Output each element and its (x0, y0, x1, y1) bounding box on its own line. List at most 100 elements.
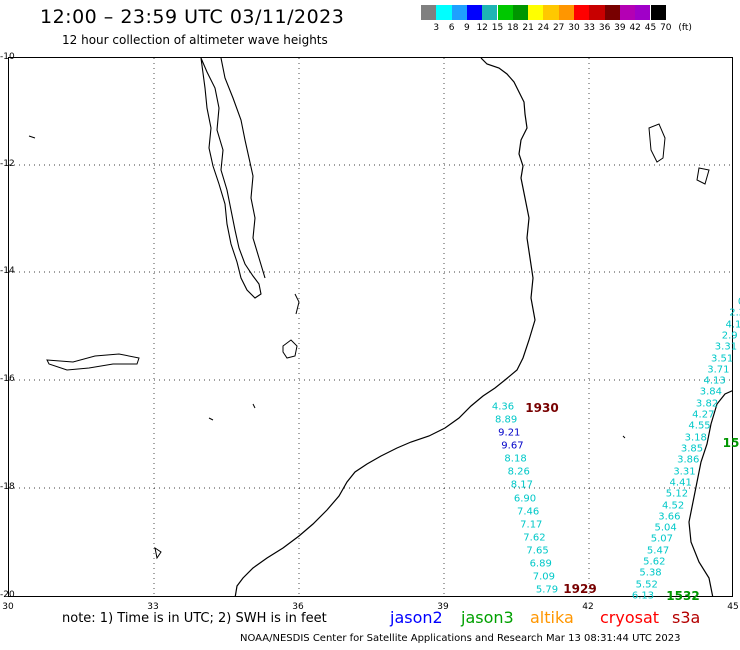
legend-swatch (528, 5, 544, 20)
lon-tick-label: 36 (292, 602, 304, 612)
swh-value: 4.55 (688, 420, 711, 432)
legend-swatch (451, 5, 467, 20)
swh-value: 3.31 (714, 341, 738, 353)
satellite-name: s3a (672, 608, 701, 627)
legend-swatch (604, 5, 620, 20)
swh-value: 5.62 (643, 556, 666, 568)
legend-swatch (635, 5, 651, 20)
swh-value: 3.31 (673, 466, 696, 478)
legend-swatch (558, 5, 574, 20)
satellite-name: cryosat (600, 608, 660, 627)
swh-value: 6.90 (513, 493, 537, 504)
swh-value: 3.84 (699, 386, 722, 398)
legend-label: 45 (644, 23, 657, 33)
lon-tick-label: 39 (437, 602, 449, 612)
swh-value: 3.18 (684, 432, 707, 444)
swh-value: 4.52 (662, 500, 685, 512)
swh-value: 4.36 (491, 401, 515, 413)
islet-2 (208, 417, 214, 421)
swh-value: 2.9 (721, 330, 738, 342)
pass-time-label: 15 (722, 436, 740, 450)
islet-4 (622, 435, 626, 439)
legend-swatch (619, 5, 636, 20)
swh-value: 7.17 (520, 519, 543, 531)
lake-shore-east (220, 58, 266, 279)
swh-value: 3.86 (677, 454, 700, 466)
legend-swatch (436, 5, 452, 20)
swh-value: 8.89 (495, 414, 518, 426)
lake-chilwa (282, 339, 298, 359)
legend-label: 24 (537, 23, 550, 33)
swh-value: 7.62 (523, 532, 546, 544)
legend-label: 42 (629, 23, 641, 33)
map-canvas (9, 58, 732, 596)
note-text: note: 1) Time is in UTC; 2) SWH is in fe… (62, 611, 327, 626)
lon-tick-label: 45 (727, 602, 739, 612)
swh-value: 5.79 (535, 584, 559, 596)
swh-value: 5.38 (639, 567, 662, 579)
swh-value: 4.41 (669, 477, 692, 489)
swh-value: 3.85 (680, 443, 704, 455)
map-panel (8, 57, 733, 597)
satellite-name: jason2 (390, 608, 443, 627)
legend-swatch (543, 5, 559, 20)
credit-line: NOAA/NESDIS Center for Satellite Applica… (240, 633, 681, 644)
lat-tick-label: -10 (0, 52, 15, 62)
comoros-island (648, 123, 666, 163)
mayotte-island (696, 167, 710, 185)
swh-value: 6.89 (529, 558, 552, 570)
swh-value: 8.18 (504, 453, 527, 465)
legend-label: 21 (522, 23, 534, 33)
legend-label: 70 (660, 23, 672, 33)
bazaruto-island (154, 546, 162, 560)
lat-tick-label: -20 (0, 590, 15, 600)
swh-value: 3.82 (695, 398, 719, 410)
legend-label: 15 (491, 23, 504, 33)
mainland-coastline (234, 58, 536, 596)
lon-tick-label: 30 (2, 602, 14, 612)
swh-value: 3.51 (711, 353, 734, 365)
swh-value: 2.2 (729, 307, 740, 319)
lon-tick-label: 33 (147, 602, 159, 612)
legend-swatch (482, 5, 498, 20)
swh-value: 5.12 (665, 488, 689, 500)
swh-value: 8.26 (507, 466, 530, 478)
swh-value: 0 (738, 297, 740, 308)
lake-kariba (46, 353, 140, 371)
swh-value: 5.47 (646, 545, 670, 557)
map-title: 12:00 – 23:59 UTC 03/11/2023 (40, 6, 345, 28)
swh-value: 5.52 (635, 579, 658, 591)
lon-tick-label: 42 (582, 602, 594, 612)
legend-swatch (466, 5, 483, 20)
swh-value: 5.04 (654, 522, 677, 534)
swh-value: 7.46 (517, 506, 540, 518)
legend-label: 39 (614, 23, 626, 33)
legend-label: 6 (448, 23, 455, 33)
swh-value: 6.13 (631, 590, 655, 602)
legend-swatch (589, 5, 605, 20)
legend-label: 9 (464, 23, 470, 33)
islet-3 (252, 403, 256, 409)
legend-label: 18 (507, 23, 519, 33)
satellite-name: altika (530, 608, 574, 627)
swh-value: 4.27 (692, 409, 715, 421)
swh-value: 4.13 (703, 375, 726, 387)
lat-tick-label: -14 (0, 266, 15, 276)
swh-value: 5.07 (650, 533, 673, 545)
legend-swatch (421, 5, 437, 20)
swh-value: 9.21 (498, 427, 521, 439)
lat-tick-label: -12 (0, 159, 15, 169)
swh-value: 9.67 (501, 440, 524, 452)
lat-tick-label: -16 (0, 374, 15, 384)
swh-value: 4.1 (725, 319, 740, 331)
map-subtitle: 12 hour collection of altimeter wave hei… (62, 33, 328, 47)
swh-value: 3.66 (658, 511, 681, 523)
islet-1 (28, 135, 36, 139)
pass-time-label: 1532 (666, 589, 700, 603)
legend-swatch (574, 5, 590, 20)
legend-swatch (497, 5, 513, 20)
swh-value: 7.09 (532, 571, 555, 583)
lake-malawi (200, 58, 262, 299)
legend-label: (ft) (678, 23, 692, 33)
legend-label: 30 (568, 23, 580, 33)
